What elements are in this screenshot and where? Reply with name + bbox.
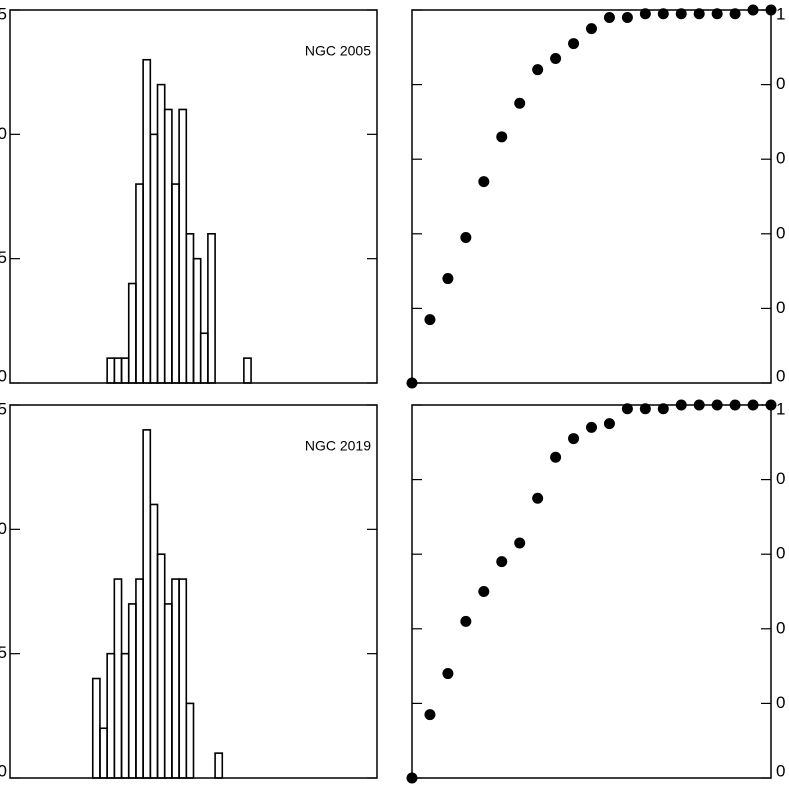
y-tick-label: 0 xyxy=(776,618,785,637)
bar xyxy=(149,503,159,779)
point xyxy=(729,8,741,20)
point xyxy=(603,11,615,23)
point xyxy=(568,38,580,50)
point xyxy=(639,8,651,20)
point xyxy=(496,131,508,143)
annotation: NGC 2005 xyxy=(305,43,371,59)
point xyxy=(586,421,597,433)
plot-frame xyxy=(411,9,772,384)
bar xyxy=(163,603,173,779)
point xyxy=(747,399,759,411)
bar xyxy=(113,357,123,384)
y-tick-label: 5 xyxy=(0,643,7,662)
point xyxy=(478,586,490,597)
annotation: NGC 2019 xyxy=(305,438,371,454)
y-tick-label: 1 xyxy=(776,399,785,418)
point xyxy=(406,377,418,389)
point xyxy=(603,418,615,430)
y-tick-label: 0 xyxy=(776,693,785,712)
plot-frame xyxy=(411,404,772,779)
bar xyxy=(127,282,137,384)
y-tick-label: 0 xyxy=(776,298,785,317)
bar xyxy=(199,332,209,384)
y-tick-label: 0 xyxy=(776,469,785,488)
y-tick-label: 0 xyxy=(776,149,785,168)
point xyxy=(514,97,526,109)
point xyxy=(424,709,436,721)
y-tick-label: 0 xyxy=(776,366,785,385)
bar xyxy=(120,357,130,384)
point xyxy=(586,23,597,35)
bar xyxy=(135,578,144,779)
bar xyxy=(113,578,123,779)
point xyxy=(675,399,687,411)
bar xyxy=(91,677,101,779)
bar xyxy=(149,133,159,384)
bar xyxy=(156,553,166,779)
point xyxy=(675,8,687,20)
point xyxy=(639,403,651,415)
point xyxy=(765,4,777,16)
bar xyxy=(99,727,108,779)
point xyxy=(621,11,633,23)
point xyxy=(514,537,526,549)
bar xyxy=(178,578,188,779)
point xyxy=(460,232,472,244)
bar xyxy=(207,233,216,384)
bar xyxy=(185,702,195,779)
y-tick-label: 0 xyxy=(776,74,785,93)
point xyxy=(747,4,759,16)
bar xyxy=(185,233,195,384)
point xyxy=(460,615,472,627)
bar xyxy=(142,58,152,384)
bar xyxy=(163,108,173,384)
bar xyxy=(127,603,137,779)
bar xyxy=(178,108,188,384)
point xyxy=(424,314,436,326)
point xyxy=(621,403,633,415)
y-tick-label: 0 xyxy=(0,124,7,143)
bar xyxy=(106,357,116,384)
point xyxy=(729,399,741,411)
y-tick-label: 0 xyxy=(0,366,7,385)
point xyxy=(532,64,544,76)
point xyxy=(550,451,562,463)
point xyxy=(532,492,544,504)
y-tick-label: 5 xyxy=(0,4,7,23)
y-tick-label: 5 xyxy=(0,399,7,418)
point xyxy=(693,399,705,411)
y-tick-label: 0 xyxy=(776,544,785,563)
point xyxy=(711,8,723,20)
y-tick-label: 1 xyxy=(776,4,785,23)
point xyxy=(765,399,777,411)
y-tick-label: 0 xyxy=(776,223,785,242)
point xyxy=(496,556,508,568)
y-tick-label: 5 xyxy=(0,248,7,267)
point xyxy=(693,8,705,20)
bar xyxy=(156,83,166,384)
point xyxy=(711,399,723,411)
point xyxy=(657,403,669,415)
y-tick-label: 0 xyxy=(776,761,785,780)
bar xyxy=(106,652,116,779)
bar xyxy=(192,257,202,384)
point xyxy=(442,273,454,285)
point xyxy=(478,176,490,188)
bar xyxy=(142,429,152,779)
y-tick-label: 0 xyxy=(0,761,7,780)
bar xyxy=(243,357,252,384)
bar xyxy=(171,578,180,779)
point xyxy=(442,668,454,680)
bar xyxy=(135,183,144,384)
bar xyxy=(120,652,130,779)
point xyxy=(550,52,562,64)
point xyxy=(568,433,580,445)
bar xyxy=(214,752,224,779)
y-tick-label: 0 xyxy=(0,519,7,538)
bar xyxy=(171,183,180,384)
point xyxy=(657,8,669,20)
point xyxy=(406,772,418,784)
